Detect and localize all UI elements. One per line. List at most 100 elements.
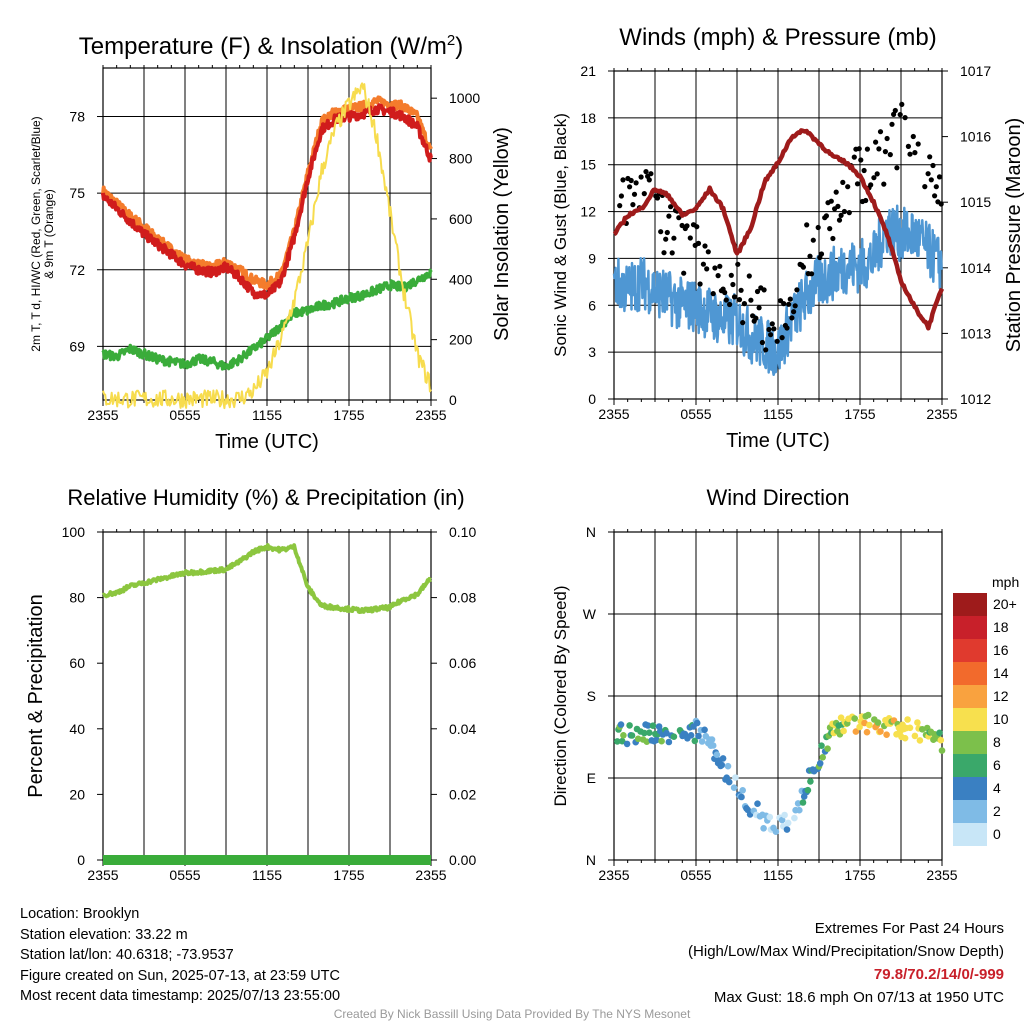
y-tick-label: 0 xyxy=(77,852,85,868)
y-tick-label: 9 xyxy=(588,250,596,266)
series-solar-insolation xyxy=(102,82,432,410)
gust-point xyxy=(794,287,800,293)
y-tick-label: 100 xyxy=(62,524,86,540)
gust-point xyxy=(746,273,752,279)
gust-point xyxy=(700,261,707,267)
direction-point xyxy=(852,728,860,735)
gust-point xyxy=(889,121,895,127)
temperature-panel: 2355 0555 1155 1755 2355 Time (UTC) 69 72 75 78 0 2… xyxy=(29,32,513,453)
gust-point xyxy=(759,339,766,346)
x-tick-label: 2355 xyxy=(926,867,957,883)
gust-point xyxy=(861,167,867,174)
direction-point xyxy=(804,786,812,794)
gust-point xyxy=(781,301,787,307)
gust-point xyxy=(828,198,834,204)
series-9m-t xyxy=(101,95,433,291)
direction-point xyxy=(698,738,706,745)
gust-point xyxy=(748,297,754,303)
direction-point xyxy=(709,742,717,749)
gust-point xyxy=(786,301,792,307)
gust-point xyxy=(838,212,844,218)
direction-point xyxy=(695,732,702,740)
recent-text: Most recent data timestamp: 2025/07/13 2… xyxy=(20,988,341,1004)
chart-title: Wind Direction xyxy=(706,485,849,510)
gust-point xyxy=(874,171,880,177)
x-tick-label: 2355 xyxy=(87,407,118,423)
gust-point xyxy=(818,251,825,257)
gust-point xyxy=(868,182,874,188)
legend-label: 20+ xyxy=(993,596,1017,612)
series-td xyxy=(101,268,433,371)
legend-swatch xyxy=(953,593,987,616)
direction-point xyxy=(646,729,653,736)
legend-title: mph xyxy=(992,574,1019,590)
x-tick-label: 2355 xyxy=(87,867,118,883)
gust-point xyxy=(864,146,871,152)
legend-label: 14 xyxy=(993,665,1009,681)
gust-point xyxy=(856,146,862,152)
gust-point xyxy=(646,177,652,183)
gust-point xyxy=(695,240,702,246)
gust-point xyxy=(766,326,772,333)
y-tick-label: 3 xyxy=(588,344,596,360)
x-tick-label: 0555 xyxy=(680,867,711,883)
chart-title: Winds (mph) & Pressure (mb) xyxy=(619,24,936,51)
direction-point xyxy=(783,826,791,833)
gust-point xyxy=(854,181,861,187)
series-relative-humidity xyxy=(101,543,433,614)
gust-point xyxy=(876,146,882,152)
gust-point xyxy=(787,296,793,302)
gust-point xyxy=(618,193,625,199)
direction-point xyxy=(837,714,845,721)
gust-point xyxy=(846,210,852,216)
x-tick-label: 1155 xyxy=(252,407,282,423)
y2-tick-label: 0.08 xyxy=(449,590,476,606)
legend-swatch xyxy=(953,754,987,777)
direction-point xyxy=(653,736,660,744)
gust-point xyxy=(845,184,851,190)
y-axis-label: Percent & Precipitation xyxy=(25,594,47,797)
gust-point xyxy=(897,112,903,118)
gust-point xyxy=(910,133,916,140)
gust-point xyxy=(871,175,877,181)
gust-point xyxy=(668,204,674,210)
direction-point xyxy=(911,732,919,740)
y-axis-label: Sonic Wind & Gust (Blue, Black) xyxy=(551,113,570,357)
direction-point xyxy=(725,778,733,786)
gust-point xyxy=(705,249,711,255)
gust-point xyxy=(756,305,762,311)
gust-point xyxy=(873,139,879,145)
y2-tick-label: 1013 xyxy=(960,325,991,341)
gust-point xyxy=(717,263,723,269)
y2-tick-label: 200 xyxy=(449,332,473,348)
gust-point xyxy=(687,235,693,241)
gust-point xyxy=(932,193,938,199)
gust-point xyxy=(617,203,623,209)
gust-point xyxy=(761,287,767,293)
gust-point xyxy=(643,169,649,175)
x-tick-label: 1755 xyxy=(844,867,875,883)
gust-point xyxy=(669,250,675,256)
direction-point xyxy=(701,726,708,734)
x-tick-label: 0555 xyxy=(680,406,711,422)
y-tick-label: S xyxy=(587,688,596,704)
direction-point xyxy=(663,729,670,737)
direction-point xyxy=(626,722,633,729)
direction-point xyxy=(718,761,726,769)
y2-tick-label: 0.04 xyxy=(449,721,476,737)
gust-point xyxy=(791,309,797,315)
y-tick-label: 60 xyxy=(69,655,85,671)
gust-point xyxy=(630,202,636,208)
y-tick-label: 75 xyxy=(69,185,85,201)
direction-point xyxy=(936,729,943,737)
gust-point xyxy=(736,297,743,303)
gust-point xyxy=(627,184,633,190)
legend-swatch xyxy=(953,662,987,685)
gust-point xyxy=(827,226,833,232)
direction-point xyxy=(670,733,678,740)
legend-swatch xyxy=(953,639,987,662)
y-tick-label: 69 xyxy=(69,338,85,354)
y-tick-label: 0 xyxy=(588,391,596,407)
direction-point xyxy=(819,754,826,761)
